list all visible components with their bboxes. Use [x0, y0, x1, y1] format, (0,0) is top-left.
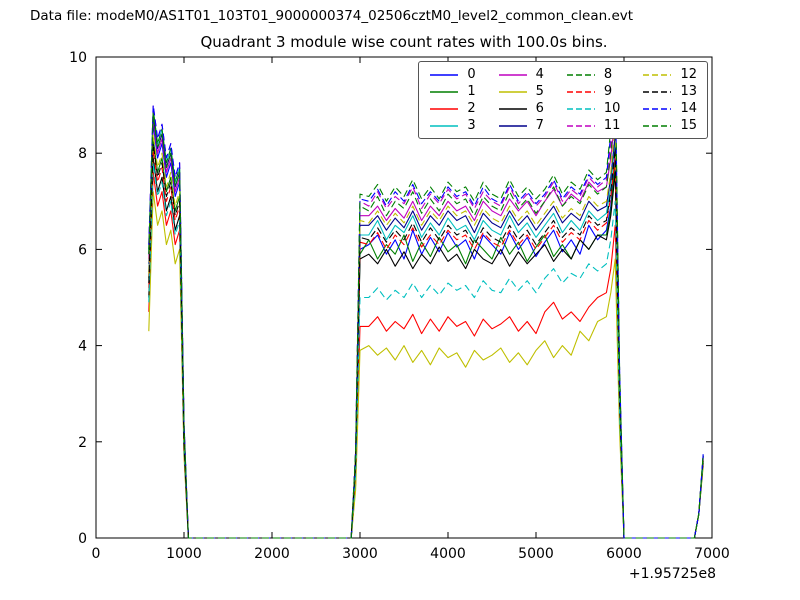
legend-line-sample	[430, 124, 459, 127]
legend-label: 14	[680, 101, 697, 116]
legend-line-sample	[566, 73, 595, 76]
series-line-6	[148, 157, 704, 539]
legend-line-sample	[566, 90, 595, 93]
legend-item-9: 9	[566, 84, 621, 99]
legend-item-13: 13	[642, 84, 697, 99]
legend-label: 7	[535, 118, 544, 133]
x-tick-label: 3000	[342, 546, 378, 562]
series-line-0	[148, 123, 704, 539]
legend-line-sample	[566, 107, 595, 110]
x-tick-label: 4000	[430, 546, 466, 562]
legend-label: 10	[603, 101, 621, 116]
y-tick-label: 10	[69, 50, 87, 66]
legend-line-sample	[430, 73, 459, 76]
legend-item-3: 3	[429, 118, 476, 133]
legend-item-0: 0	[429, 67, 476, 82]
legend-line-sample	[643, 124, 672, 127]
legend-label: 4	[535, 67, 544, 82]
series-line-11	[148, 90, 704, 539]
series-line-8	[148, 104, 704, 539]
legend-item-1: 1	[429, 84, 476, 99]
y-tick-label: 4	[78, 339, 87, 355]
legend-item-14: 14	[642, 101, 697, 116]
data-file-label: Data file: modeM0/AS1T01_103T01_90000003…	[30, 8, 634, 24]
legend-label: 8	[603, 67, 613, 82]
axes-frame	[95, 56, 713, 539]
legend-line-sample	[643, 73, 672, 76]
legend-item-4: 4	[498, 67, 544, 82]
legend-label: 12	[680, 67, 697, 82]
legend-label: 2	[467, 101, 476, 116]
y-tick-label: 0	[78, 531, 87, 547]
series-line-2	[148, 171, 704, 539]
legend-line-sample	[643, 90, 672, 93]
legend-item-6: 6	[498, 101, 544, 116]
legend-line-sample	[498, 107, 527, 110]
legend-item-5: 5	[498, 84, 544, 99]
y-tick-label: 6	[78, 242, 87, 258]
x-axis-offset-label: +1.95725e8	[628, 566, 716, 582]
legend-label: 5	[535, 84, 544, 99]
legend-label: 9	[603, 84, 613, 99]
legend-label: 6	[535, 101, 544, 116]
x-tick-label: 0	[92, 546, 101, 562]
series-line-14	[148, 75, 704, 539]
x-tick-label: 2000	[254, 546, 290, 562]
y-tick-label: 2	[78, 435, 87, 451]
legend: 0 1 2 3 4 5 6 7 8 9 10 11 12 13 14 15	[418, 61, 708, 139]
legend-label: 13	[680, 84, 697, 99]
legend-line-sample	[643, 107, 672, 110]
legend-line-sample	[430, 90, 459, 93]
legend-label: 1	[467, 84, 476, 99]
x-tick-label: 7000	[694, 546, 730, 562]
legend-item-11: 11	[566, 118, 621, 133]
series-line-15	[148, 70, 704, 539]
series-line-10	[148, 162, 704, 539]
legend-line-sample	[498, 124, 527, 127]
x-tick-label: 5000	[518, 546, 554, 562]
legend-line-sample	[498, 73, 527, 76]
series-line-3	[148, 109, 704, 539]
legend-label: 0	[467, 67, 476, 82]
chart-title: Quadrant 3 module wise count rates with …	[200, 33, 608, 51]
legend-item-12: 12	[642, 67, 697, 82]
legend-line-sample	[430, 107, 459, 110]
x-tick-label: 6000	[606, 546, 642, 562]
x-tick-label: 1000	[166, 546, 202, 562]
legend-label: 15	[680, 118, 697, 133]
legend-item-7: 7	[498, 118, 544, 133]
legend-line-sample	[566, 124, 595, 127]
legend-item-8: 8	[566, 67, 621, 82]
y-tick-label: 8	[78, 146, 87, 162]
legend-item-10: 10	[566, 101, 621, 116]
series-line-13	[148, 143, 704, 539]
legend-item-2: 2	[429, 101, 476, 116]
series-line-12	[148, 123, 704, 539]
legend-label: 3	[467, 118, 476, 133]
legend-label: 11	[603, 118, 621, 133]
legend-item-15: 15	[642, 118, 697, 133]
legend-line-sample	[498, 90, 527, 93]
series-line-1	[148, 138, 704, 539]
